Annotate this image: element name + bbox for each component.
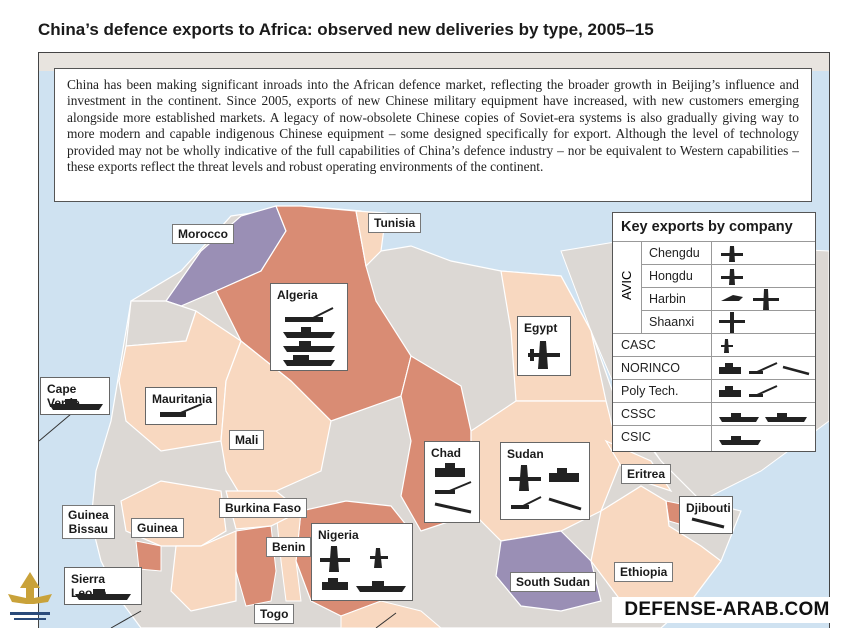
label-mali: Mali xyxy=(229,430,265,450)
label-ethiopia: Ethiopia xyxy=(614,562,674,582)
key-row-shaanxi: Shaanxi xyxy=(641,310,815,334)
label-eritrea: Eritrea xyxy=(621,464,672,484)
card-chad-label: Chad xyxy=(431,446,461,460)
ship-icon xyxy=(283,332,335,338)
cssc-ship-icons xyxy=(719,413,807,422)
nigeria-equipment xyxy=(320,546,406,592)
card-mauritania-label: Mauritania xyxy=(152,392,213,406)
card-egypt: Egypt xyxy=(517,316,571,376)
map-title: China’s defence exports to Africa: obser… xyxy=(38,20,654,39)
key-row-harbin: Harbin xyxy=(641,287,815,311)
key-title: Key exports by company xyxy=(621,219,793,235)
aircraft-icon xyxy=(528,341,560,369)
label-guinea-bissau-line2: Bissau xyxy=(68,522,109,536)
armoured-vehicle-icon xyxy=(549,473,579,482)
card-nigeria-label: Nigeria xyxy=(318,528,359,542)
key-exports-table: Key exports by company AVIC Chengdu Hong… xyxy=(612,212,816,452)
card-mauritania: Mauritania xyxy=(145,387,217,425)
key-row-hongdu: Hongdu xyxy=(641,264,815,288)
missile-icon xyxy=(434,502,472,514)
key-divider xyxy=(711,241,712,451)
card-sudan-label: Sudan xyxy=(507,447,544,461)
key-row-poly-tech: Poly Tech. xyxy=(613,379,815,403)
key-row-cssc: CSSC xyxy=(613,402,815,426)
card-sudan: Sudan xyxy=(500,442,590,520)
ship-icon-2 xyxy=(283,346,335,352)
armoured-vehicle-icon xyxy=(435,468,465,477)
artillery-icon xyxy=(285,317,323,322)
label-burkina-faso: Burkina Faso xyxy=(219,498,308,518)
artillery-icon xyxy=(160,412,186,417)
watermark: DEFENSE-ARAB.COM xyxy=(612,597,842,623)
label-guinea-bissau-line1: Guinea xyxy=(68,508,109,522)
card-cape-verde: Cape Verde xyxy=(40,377,110,415)
uav-icon xyxy=(721,339,733,353)
artillery-icon xyxy=(511,505,529,509)
card-djibouti: Djibouti xyxy=(679,496,733,534)
sudan-equipment xyxy=(509,465,582,511)
egypt-equipment xyxy=(528,341,560,369)
key-row-label: Shaanxi xyxy=(649,315,695,329)
key-row-label: NORINCO xyxy=(621,361,681,375)
key-row-norinco: NORINCO xyxy=(613,356,815,380)
label-togo: Togo xyxy=(254,604,295,624)
key-row-label: Hongdu xyxy=(649,269,693,283)
missile-icon xyxy=(548,497,582,511)
key-row-label: Chengdu xyxy=(649,246,700,260)
label-guinea-bissau: Guinea Bissau xyxy=(62,505,115,539)
ship-icon xyxy=(49,404,103,410)
transport-aircraft-icon xyxy=(719,312,745,334)
card-algeria: Algeria xyxy=(270,283,348,371)
key-row-label: Harbin xyxy=(649,292,686,306)
poly-tech-icons xyxy=(719,385,778,397)
key-row-label: CASC xyxy=(621,338,656,352)
key-row-label: CSIC xyxy=(621,430,651,444)
csic-ship-icon xyxy=(719,436,761,445)
site-logo xyxy=(8,572,52,620)
cape-verde-equipment xyxy=(49,399,103,410)
key-row-casc: CASC xyxy=(613,333,815,357)
trainer-icon xyxy=(721,269,743,285)
card-djibouti-label: Djibouti xyxy=(686,501,731,515)
key-row-label: CSSC xyxy=(621,407,656,421)
card-egypt-label: Egypt xyxy=(524,321,558,335)
djibouti-equipment xyxy=(691,517,725,529)
card-nigeria: Nigeria xyxy=(311,523,413,601)
label-benin: Benin xyxy=(266,537,312,557)
card-chad: Chad xyxy=(424,441,480,523)
ship-icon xyxy=(356,586,406,592)
chad-equipment xyxy=(434,463,472,514)
label-morocco: Morocco xyxy=(172,224,235,244)
key-row-csic: CSIC xyxy=(613,425,815,449)
avic-group: AVIC xyxy=(613,241,642,334)
ship-icon-3 xyxy=(283,360,335,366)
sierra-leone-equipment xyxy=(75,589,131,600)
fighter-icon xyxy=(721,246,743,262)
label-guinea: Guinea xyxy=(131,518,184,538)
mauritania-equipment xyxy=(160,403,203,417)
card-sierra-leone: Sierra Leone xyxy=(64,567,142,605)
key-row-chengdu: Chengdu xyxy=(641,241,815,265)
intro-text: China has been making significant inroad… xyxy=(54,68,812,202)
avic-label: AVIC xyxy=(619,270,634,300)
algeria-equipment xyxy=(283,307,335,366)
card-algeria-label: Algeria xyxy=(277,288,318,302)
missile-icon xyxy=(691,517,725,529)
norinco-icons xyxy=(719,362,810,376)
label-tunisia: Tunisia xyxy=(368,213,422,233)
ship-icon xyxy=(75,594,131,600)
label-south-sudan: South Sudan xyxy=(510,572,596,592)
helicopter-icon xyxy=(721,289,779,311)
armoured-vehicle-icon xyxy=(322,582,348,590)
key-row-label: Poly Tech. xyxy=(621,384,679,398)
artillery-icon xyxy=(435,490,455,494)
